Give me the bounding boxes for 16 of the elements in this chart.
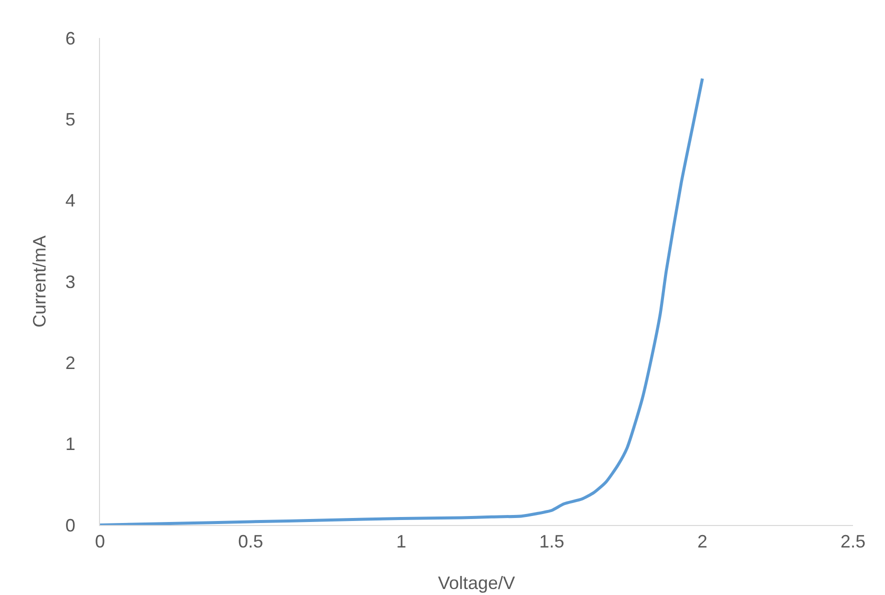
x-tick-label: 2 [697,532,708,552]
y-tick-label: 0 [65,515,76,536]
y-tick-label: 4 [65,190,76,211]
line-series [100,77,704,525]
y-tick-label: 3 [65,272,76,292]
x-tick-label: 0 [94,532,106,552]
y-axis-title: Current/mA [30,235,50,328]
x-tick-label: 0.5 [238,532,264,552]
y-tick-label: 1 [65,434,76,454]
y-tick-label: 5 [65,109,76,130]
y-tick-label: 6 [65,28,76,48]
x-tick-label: 2.5 [840,532,866,552]
y-tick-label: 2 [65,352,76,373]
x-axis-title: Voltage/V [438,573,516,593]
x-tick-label: 1.5 [539,532,564,552]
x-tick-label: 1 [396,532,406,552]
